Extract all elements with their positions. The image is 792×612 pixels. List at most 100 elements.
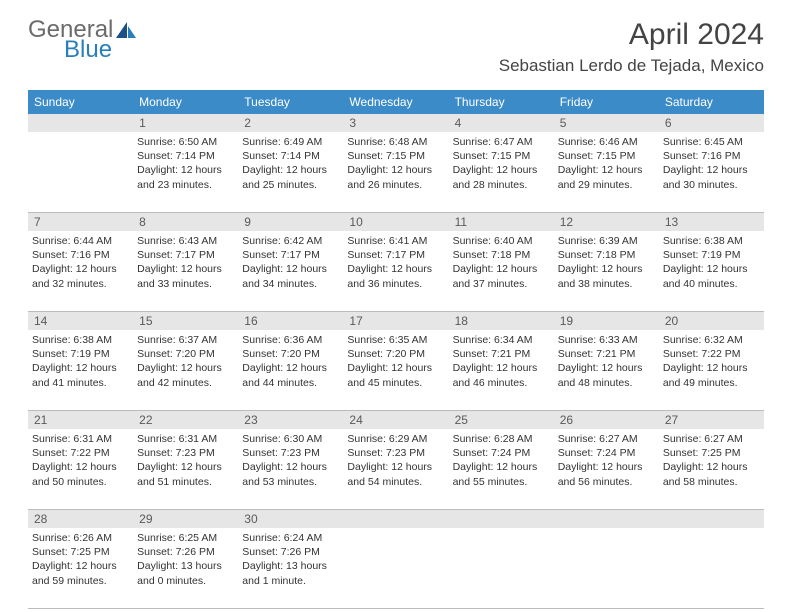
day-cell: Sunrise: 6:38 AMSunset: 7:19 PMDaylight:… <box>28 330 133 410</box>
day-cell: Sunrise: 6:41 AMSunset: 7:17 PMDaylight:… <box>343 231 448 311</box>
daylight-text: Daylight: 12 hours and 59 minutes. <box>32 559 129 587</box>
day-number: 7 <box>28 213 133 231</box>
sunrise-text: Sunrise: 6:25 AM <box>137 531 234 545</box>
daylight-text: Daylight: 12 hours and 56 minutes. <box>558 460 655 488</box>
daylight-text: Daylight: 12 hours and 49 minutes. <box>663 361 760 389</box>
daylight-text: Daylight: 13 hours and 1 minute. <box>242 559 339 587</box>
sunset-text: Sunset: 7:19 PM <box>663 248 760 262</box>
day-number <box>343 510 448 528</box>
day-number: 29 <box>133 510 238 528</box>
week-row: Sunrise: 6:50 AMSunset: 7:14 PMDaylight:… <box>28 132 764 213</box>
sunrise-text: Sunrise: 6:38 AM <box>32 333 129 347</box>
day-cell: Sunrise: 6:29 AMSunset: 7:23 PMDaylight:… <box>343 429 448 509</box>
sunset-text: Sunset: 7:25 PM <box>663 446 760 460</box>
day-cell: Sunrise: 6:28 AMSunset: 7:24 PMDaylight:… <box>449 429 554 509</box>
page-subtitle: Sebastian Lerdo de Tejada, Mexico <box>499 56 764 76</box>
daylight-text: Daylight: 12 hours and 23 minutes. <box>137 163 234 191</box>
daylight-text: Daylight: 12 hours and 54 minutes. <box>347 460 444 488</box>
day-number <box>659 510 764 528</box>
day-header: Thursday <box>449 90 554 114</box>
sunset-text: Sunset: 7:19 PM <box>32 347 129 361</box>
daylight-text: Daylight: 12 hours and 32 minutes. <box>32 262 129 290</box>
sunset-text: Sunset: 7:15 PM <box>347 149 444 163</box>
day-header: Saturday <box>659 90 764 114</box>
sunrise-text: Sunrise: 6:46 AM <box>558 135 655 149</box>
sunset-text: Sunset: 7:14 PM <box>242 149 339 163</box>
sunset-text: Sunset: 7:14 PM <box>137 149 234 163</box>
day-number: 21 <box>28 411 133 429</box>
day-header: Friday <box>554 90 659 114</box>
week-row: Sunrise: 6:38 AMSunset: 7:19 PMDaylight:… <box>28 330 764 411</box>
sunrise-text: Sunrise: 6:45 AM <box>663 135 760 149</box>
day-cell: Sunrise: 6:34 AMSunset: 7:21 PMDaylight:… <box>449 330 554 410</box>
sunset-text: Sunset: 7:16 PM <box>663 149 760 163</box>
sunset-text: Sunset: 7:21 PM <box>558 347 655 361</box>
page-header: GeneralBlue April 2024 Sebastian Lerdo d… <box>0 0 792 84</box>
daylight-text: Daylight: 12 hours and 41 minutes. <box>32 361 129 389</box>
day-number: 19 <box>554 312 659 330</box>
day-cell: Sunrise: 6:50 AMSunset: 7:14 PMDaylight:… <box>133 132 238 212</box>
day-number: 14 <box>28 312 133 330</box>
sunset-text: Sunset: 7:20 PM <box>242 347 339 361</box>
day-cell: Sunrise: 6:49 AMSunset: 7:14 PMDaylight:… <box>238 132 343 212</box>
sunrise-text: Sunrise: 6:36 AM <box>242 333 339 347</box>
daylight-text: Daylight: 12 hours and 34 minutes. <box>242 262 339 290</box>
day-cell <box>449 528 554 608</box>
day-cell <box>28 132 133 212</box>
week-row: Sunrise: 6:44 AMSunset: 7:16 PMDaylight:… <box>28 231 764 312</box>
day-number: 25 <box>449 411 554 429</box>
day-cell: Sunrise: 6:39 AMSunset: 7:18 PMDaylight:… <box>554 231 659 311</box>
day-number: 4 <box>449 114 554 132</box>
sunset-text: Sunset: 7:23 PM <box>242 446 339 460</box>
day-number: 12 <box>554 213 659 231</box>
daylight-text: Daylight: 12 hours and 48 minutes. <box>558 361 655 389</box>
sunset-text: Sunset: 7:16 PM <box>32 248 129 262</box>
day-number: 16 <box>238 312 343 330</box>
day-headers-row: SundayMondayTuesdayWednesdayThursdayFrid… <box>28 90 764 114</box>
sunrise-text: Sunrise: 6:27 AM <box>663 432 760 446</box>
daylight-text: Daylight: 12 hours and 55 minutes. <box>453 460 550 488</box>
day-number: 30 <box>238 510 343 528</box>
day-number: 13 <box>659 213 764 231</box>
week-row: Sunrise: 6:31 AMSunset: 7:22 PMDaylight:… <box>28 429 764 510</box>
daylight-text: Daylight: 12 hours and 38 minutes. <box>558 262 655 290</box>
day-cell: Sunrise: 6:47 AMSunset: 7:15 PMDaylight:… <box>449 132 554 212</box>
sunset-text: Sunset: 7:17 PM <box>242 248 339 262</box>
day-cell: Sunrise: 6:24 AMSunset: 7:26 PMDaylight:… <box>238 528 343 608</box>
sunrise-text: Sunrise: 6:41 AM <box>347 234 444 248</box>
sunrise-text: Sunrise: 6:29 AM <box>347 432 444 446</box>
day-cell: Sunrise: 6:35 AMSunset: 7:20 PMDaylight:… <box>343 330 448 410</box>
daylight-text: Daylight: 12 hours and 51 minutes. <box>137 460 234 488</box>
day-number: 10 <box>343 213 448 231</box>
day-number: 28 <box>28 510 133 528</box>
day-cell: Sunrise: 6:30 AMSunset: 7:23 PMDaylight:… <box>238 429 343 509</box>
daylight-text: Daylight: 12 hours and 25 minutes. <box>242 163 339 191</box>
sunset-text: Sunset: 7:17 PM <box>347 248 444 262</box>
sunrise-text: Sunrise: 6:44 AM <box>32 234 129 248</box>
day-cell <box>343 528 448 608</box>
day-number: 27 <box>659 411 764 429</box>
day-cell: Sunrise: 6:42 AMSunset: 7:17 PMDaylight:… <box>238 231 343 311</box>
day-cell: Sunrise: 6:46 AMSunset: 7:15 PMDaylight:… <box>554 132 659 212</box>
day-cell: Sunrise: 6:27 AMSunset: 7:25 PMDaylight:… <box>659 429 764 509</box>
sunrise-text: Sunrise: 6:42 AM <box>242 234 339 248</box>
day-number: 3 <box>343 114 448 132</box>
sunset-text: Sunset: 7:25 PM <box>32 545 129 559</box>
day-cell: Sunrise: 6:31 AMSunset: 7:23 PMDaylight:… <box>133 429 238 509</box>
sunrise-text: Sunrise: 6:40 AM <box>453 234 550 248</box>
day-cell: Sunrise: 6:25 AMSunset: 7:26 PMDaylight:… <box>133 528 238 608</box>
day-header: Monday <box>133 90 238 114</box>
day-number: 11 <box>449 213 554 231</box>
sunrise-text: Sunrise: 6:26 AM <box>32 531 129 545</box>
sunset-text: Sunset: 7:18 PM <box>558 248 655 262</box>
daylight-text: Daylight: 12 hours and 42 minutes. <box>137 361 234 389</box>
sunset-text: Sunset: 7:22 PM <box>663 347 760 361</box>
sunset-text: Sunset: 7:23 PM <box>347 446 444 460</box>
day-cell: Sunrise: 6:36 AMSunset: 7:20 PMDaylight:… <box>238 330 343 410</box>
daylight-text: Daylight: 12 hours and 50 minutes. <box>32 460 129 488</box>
daylight-text: Daylight: 12 hours and 29 minutes. <box>558 163 655 191</box>
day-cell: Sunrise: 6:31 AMSunset: 7:22 PMDaylight:… <box>28 429 133 509</box>
sunset-text: Sunset: 7:15 PM <box>558 149 655 163</box>
day-number: 24 <box>343 411 448 429</box>
day-cell: Sunrise: 6:44 AMSunset: 7:16 PMDaylight:… <box>28 231 133 311</box>
